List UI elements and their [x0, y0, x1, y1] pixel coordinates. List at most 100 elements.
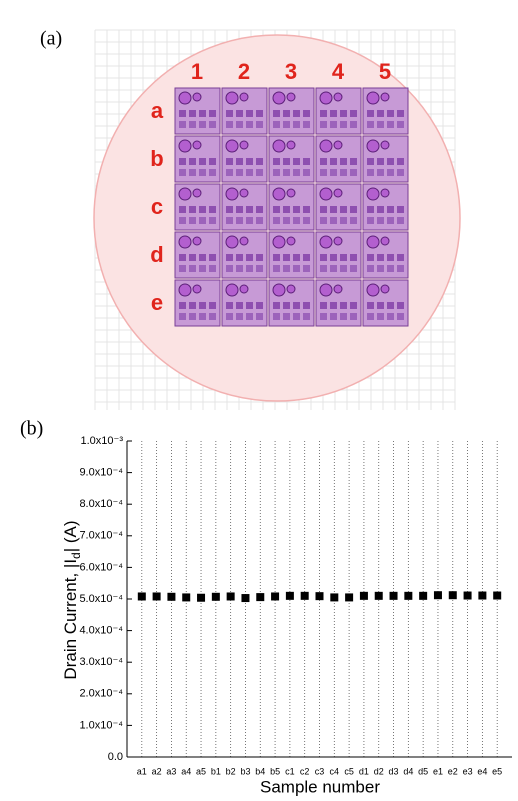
marker — [345, 593, 353, 601]
die-device — [293, 169, 300, 176]
die-pad — [367, 284, 379, 296]
die-device — [273, 302, 280, 309]
die-pad — [367, 140, 379, 152]
die-device — [293, 158, 300, 165]
die-pad — [193, 237, 201, 245]
die-device — [199, 217, 206, 224]
die-device — [179, 169, 186, 176]
die-pad — [334, 285, 342, 293]
die-device — [320, 217, 327, 224]
die-device — [236, 158, 243, 165]
die-device — [350, 158, 357, 165]
row-label: c — [151, 194, 163, 219]
die-device — [367, 254, 374, 261]
die-device — [367, 158, 374, 165]
die-device — [256, 158, 263, 165]
die-device — [350, 121, 357, 128]
row-label: b — [150, 146, 163, 171]
column-label: 1 — [191, 59, 203, 84]
die-pad — [273, 284, 285, 296]
die-device — [397, 169, 404, 176]
marker — [167, 593, 175, 601]
x-tick-label: d5 — [418, 766, 428, 776]
die-device — [377, 206, 384, 213]
marker — [138, 592, 146, 600]
marker — [464, 592, 472, 600]
die-device — [320, 313, 327, 320]
die-pad — [334, 141, 342, 149]
die-device — [189, 206, 196, 213]
die-device — [397, 206, 404, 213]
x-tick-label: d3 — [389, 766, 399, 776]
die-device — [340, 121, 347, 128]
x-tick-label: b2 — [226, 766, 236, 776]
die-device — [256, 217, 263, 224]
x-tick-label: a5 — [196, 766, 206, 776]
die-device — [199, 121, 206, 128]
die-device — [330, 169, 337, 176]
die-device — [340, 313, 347, 320]
die-device — [293, 206, 300, 213]
die-device — [199, 302, 206, 309]
die-device — [377, 121, 384, 128]
die-pad — [179, 236, 191, 248]
column-label: 3 — [285, 59, 297, 84]
die-device — [330, 110, 337, 117]
die-device — [283, 206, 290, 213]
die-device — [236, 121, 243, 128]
die-device — [226, 121, 233, 128]
x-tick-label: e2 — [448, 766, 458, 776]
die-device — [199, 265, 206, 272]
marker — [256, 593, 264, 601]
marker — [434, 591, 442, 599]
die-device — [320, 265, 327, 272]
die-device — [377, 169, 384, 176]
die-device — [179, 302, 186, 309]
x-tick-label: c1 — [285, 766, 295, 776]
die-device — [246, 265, 253, 272]
x-tick-label: c5 — [344, 766, 354, 776]
die-device — [256, 254, 263, 261]
panel-label: (b) — [20, 418, 43, 440]
die-device — [377, 302, 384, 309]
die-pad — [240, 285, 248, 293]
die-device — [236, 110, 243, 117]
die-device — [179, 158, 186, 165]
die-device — [397, 302, 404, 309]
die-device — [293, 121, 300, 128]
die-device — [340, 169, 347, 176]
die-device — [209, 265, 216, 272]
y-tick-label: 3.0x10⁻⁴ — [79, 656, 123, 668]
die-device — [340, 217, 347, 224]
x-tick-label: a1 — [137, 766, 147, 776]
die-pad — [226, 284, 238, 296]
die-device — [387, 158, 394, 165]
die-device — [350, 313, 357, 320]
die-device — [330, 302, 337, 309]
die-device — [256, 121, 263, 128]
die-device — [273, 254, 280, 261]
die-pad — [193, 141, 201, 149]
die-device — [256, 169, 263, 176]
die-device — [179, 254, 186, 261]
die-device — [209, 110, 216, 117]
die-device — [387, 206, 394, 213]
die-device — [189, 110, 196, 117]
die-pad — [226, 188, 238, 200]
die-device — [320, 158, 327, 165]
die-pad — [226, 236, 238, 248]
die-device — [397, 158, 404, 165]
die-device — [283, 302, 290, 309]
column-label: 2 — [238, 59, 250, 84]
die-device — [350, 217, 357, 224]
x-tick-label: d4 — [403, 766, 413, 776]
die-device — [303, 158, 310, 165]
die-device — [273, 206, 280, 213]
die-device — [226, 254, 233, 261]
die-device — [303, 206, 310, 213]
die-device — [367, 302, 374, 309]
die-device — [256, 265, 263, 272]
die-device — [226, 169, 233, 176]
die-pad — [179, 188, 191, 200]
die-pad — [226, 92, 238, 104]
